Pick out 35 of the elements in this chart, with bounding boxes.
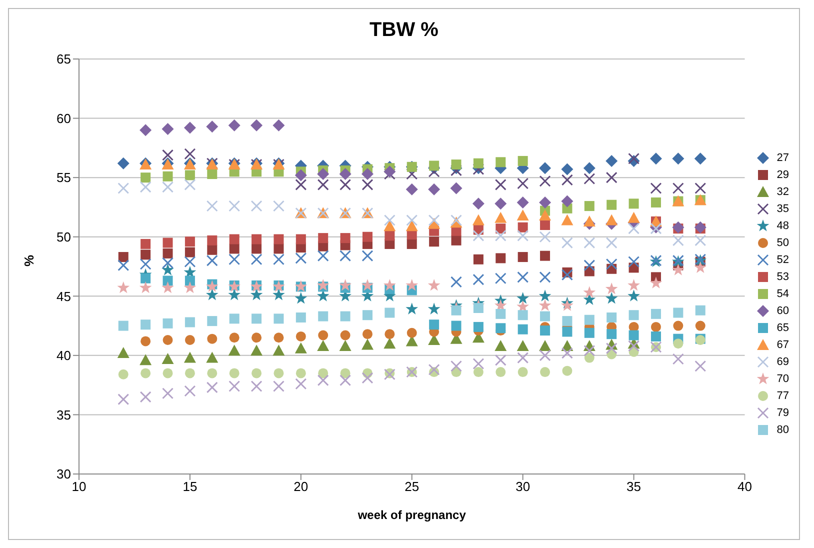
x-tick-label: 25 bbox=[404, 479, 420, 494]
legend-label: 27 bbox=[776, 152, 789, 164]
x-tick-label: 40 bbox=[738, 479, 752, 494]
x-tick-label: 30 bbox=[516, 479, 530, 494]
legend-label: 79 bbox=[776, 407, 789, 419]
legend-label: 50 bbox=[776, 237, 789, 249]
legend-label: 77 bbox=[776, 390, 789, 402]
x-tick-label: 10 bbox=[72, 479, 86, 494]
legend-label: 35 bbox=[776, 203, 789, 215]
y-tick-label: 50 bbox=[56, 229, 71, 244]
legend-label: 48 bbox=[776, 220, 789, 232]
legend-label: 32 bbox=[776, 186, 789, 198]
legend-label: 69 bbox=[776, 356, 789, 368]
legend-label: 52 bbox=[776, 254, 789, 266]
legend-label: 67 bbox=[776, 339, 789, 351]
y-tick-label: 35 bbox=[56, 407, 71, 422]
legend-label: 29 bbox=[776, 169, 789, 181]
legend-label: 80 bbox=[776, 424, 789, 436]
legend-label: 70 bbox=[776, 373, 789, 385]
legend-label: 65 bbox=[776, 322, 789, 334]
y-axis-title: % bbox=[22, 254, 37, 266]
legend-label: 53 bbox=[776, 271, 789, 283]
y-tick-label: 65 bbox=[56, 52, 71, 67]
x-tick-label: 20 bbox=[294, 479, 308, 494]
legend-label: 60 bbox=[776, 305, 789, 317]
x-axis-title: week of pregnancy bbox=[356, 508, 466, 522]
x-tick-label: 35 bbox=[626, 479, 642, 494]
legend-label: 54 bbox=[776, 288, 789, 300]
y-tick-label: 40 bbox=[56, 348, 71, 364]
y-tick-label: 55 bbox=[56, 170, 71, 186]
y-tick-label: 60 bbox=[56, 110, 71, 126]
y-tick-label: 30 bbox=[56, 466, 71, 482]
x-tick-label: 15 bbox=[182, 479, 198, 494]
y-tick-label: 45 bbox=[56, 288, 71, 304]
chart-title: TBW % bbox=[368, 19, 440, 43]
